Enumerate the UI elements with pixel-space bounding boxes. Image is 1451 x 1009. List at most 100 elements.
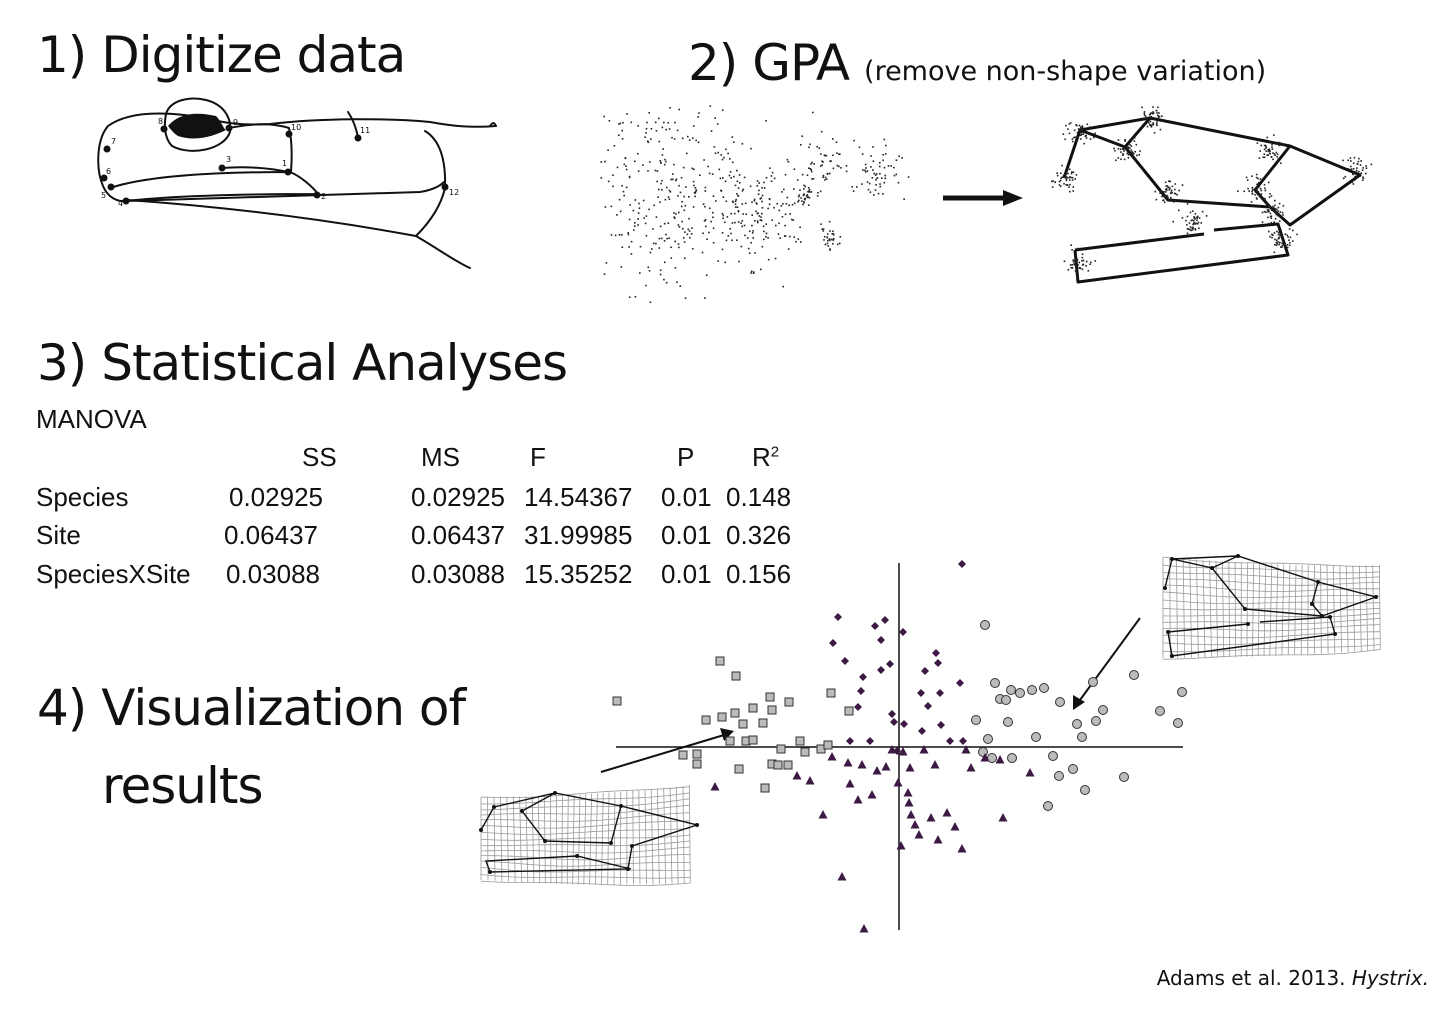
gpa-point <box>866 181 869 183</box>
gpa-point <box>679 191 682 194</box>
gpa-point <box>638 207 641 209</box>
gpa-point <box>773 206 775 209</box>
gpa-point <box>1355 173 1357 175</box>
gpa-point <box>822 161 824 163</box>
gpa-point <box>875 173 878 175</box>
gpa-point <box>741 143 744 145</box>
gpa-point <box>811 161 813 164</box>
gpa-point <box>738 260 740 263</box>
gpa-point <box>1149 113 1152 116</box>
gpa-point <box>655 216 658 218</box>
deformation-grid-line <box>566 794 569 885</box>
gpa-point <box>836 164 839 167</box>
gpa-point <box>1190 219 1193 222</box>
gpa-aligned-wireframe <box>1062 116 1362 284</box>
gpa-point <box>672 178 674 181</box>
deformation-grid-line <box>1162 578 1381 586</box>
gpa-point <box>692 137 694 139</box>
gpa-point <box>1269 235 1271 238</box>
scatter-point-square <box>678 750 688 760</box>
row-ms: 0.02925 <box>411 482 505 512</box>
gpa-point <box>1257 185 1259 188</box>
scatter-point-diamond <box>877 666 885 674</box>
gpa-point <box>678 246 680 249</box>
wireframe-landmark <box>630 844 634 848</box>
gpa-point <box>704 205 706 208</box>
gpa-point <box>1072 259 1074 261</box>
scatter-point-triangle <box>867 790 877 799</box>
gpa-point <box>1066 184 1069 186</box>
deformation-grid-line <box>1379 565 1381 650</box>
deformation-grid-line <box>577 794 581 885</box>
gpa-point <box>1161 195 1163 198</box>
gpa-point <box>1263 153 1266 155</box>
deformation-grid-line <box>1287 564 1291 656</box>
gpa-point <box>1193 220 1195 222</box>
gpa-point <box>1192 210 1194 212</box>
gpa-point <box>1143 111 1146 113</box>
gpa-point <box>1270 156 1273 158</box>
gpa-point <box>866 170 869 172</box>
gpa-point <box>603 273 606 275</box>
row-r2: 0.148 <box>726 482 792 512</box>
gpa-point <box>663 240 666 242</box>
gpa-point <box>1127 154 1130 156</box>
scatter-point-triangle <box>887 745 897 754</box>
gpa-point <box>747 247 750 250</box>
row-ss: 0.02925 <box>229 482 323 512</box>
gpa-point <box>1117 139 1120 141</box>
scatter-point-triangle <box>933 835 943 844</box>
gpa-point <box>607 180 610 183</box>
gpa-point <box>1173 201 1175 203</box>
gpa-point <box>805 195 808 197</box>
gpa-point <box>627 232 629 234</box>
gpa-point <box>634 222 636 224</box>
scatter-point-circle <box>1098 705 1108 715</box>
gpa-point <box>713 146 716 148</box>
step2-title: 2) GPA <box>688 34 850 92</box>
gpa-point <box>1165 188 1167 191</box>
gpa-point <box>1193 216 1195 218</box>
deformation-grid-line <box>669 787 673 884</box>
gpa-point <box>661 188 663 191</box>
gpa-point <box>1064 176 1067 178</box>
landmark-number: 8 <box>158 117 163 126</box>
gpa-point <box>1157 117 1160 119</box>
gpa-point <box>724 180 727 183</box>
deformation-grid-line <box>657 788 660 885</box>
gpa-point <box>756 180 759 182</box>
gpa-point <box>724 221 726 224</box>
scatter-point-triangle <box>904 798 914 807</box>
throat-line <box>127 199 471 269</box>
gpa-point <box>1243 190 1245 193</box>
deformation-grid-line <box>1300 564 1303 655</box>
gpa-point <box>1148 116 1151 118</box>
gpa-point <box>650 138 652 140</box>
gpa-point <box>680 205 683 208</box>
gpa-point <box>825 178 828 180</box>
gpa-point <box>724 261 726 264</box>
gpa-point <box>803 201 805 204</box>
gpa-point <box>832 154 834 157</box>
gpa-point <box>828 220 831 223</box>
gpa-point <box>784 173 787 176</box>
gpa-point <box>1274 238 1276 241</box>
gpa-point <box>1269 212 1272 215</box>
gpa-point <box>1164 191 1167 193</box>
gpa-point <box>1247 187 1249 190</box>
gpa-point <box>1094 132 1096 135</box>
deformation-grid-line <box>480 786 691 798</box>
scatter-point-circle <box>1054 771 1064 781</box>
gpa-point <box>751 224 753 227</box>
scatter-point-diamond <box>829 639 837 647</box>
deformation-grid-line <box>1246 562 1248 657</box>
gpa-point <box>709 105 712 107</box>
gpa-point <box>1250 201 1253 203</box>
gpa-point <box>879 173 881 175</box>
gpa-point <box>1267 149 1269 151</box>
gpa-point <box>759 219 762 221</box>
landmark-point <box>285 130 293 138</box>
gpa-point <box>1115 159 1117 162</box>
gpa-point <box>809 168 812 170</box>
gpa-point <box>880 177 883 179</box>
